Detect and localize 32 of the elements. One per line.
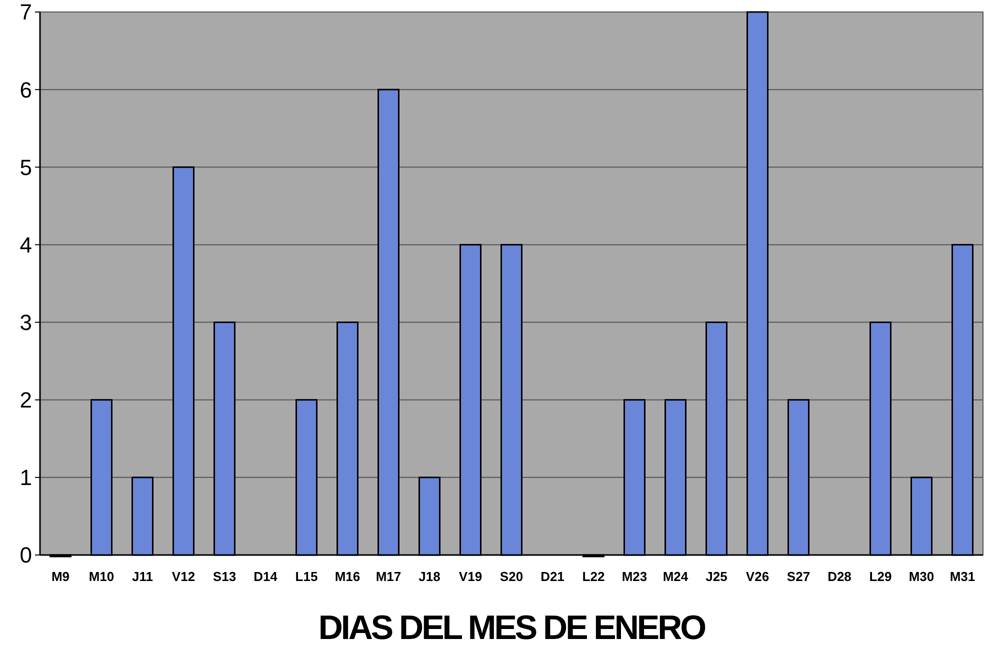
y-tick-label: 4 [20, 232, 32, 258]
x-tick-label: S27 [786, 569, 810, 584]
y-tick-label: 7 [20, 0, 32, 25]
y-tick-label: 6 [20, 77, 32, 102]
x-tick-label: D28 [828, 569, 852, 584]
x-tick-label: M31 [950, 569, 976, 584]
x-tick-label: J11 [132, 569, 153, 584]
x-tick-label: J25 [706, 569, 728, 584]
y-tick-label: 1 [20, 465, 32, 490]
x-tick-label: M23 [622, 569, 648, 584]
x-tick-label: S20 [500, 569, 524, 584]
x-tick-label: D21 [540, 569, 564, 584]
x-tick-label: M9 [51, 569, 70, 584]
x-tick-label: L29 [869, 569, 892, 584]
x-tick-label: M10 [88, 569, 114, 584]
y-tick-label: 5 [20, 154, 32, 180]
x-tick-label: V12 [172, 569, 196, 584]
x-tick-label: M24 [662, 569, 689, 584]
x-tick-label: V26 [746, 569, 770, 584]
y-tick-label: 3 [20, 310, 32, 335]
x-axis-title: DIAS DEL MES DE ENERO [318, 609, 706, 647]
x-tick-label: M17 [376, 569, 402, 584]
y-tick-label: 2 [20, 388, 32, 413]
x-tick-label: L22 [582, 569, 605, 584]
x-tick-label: J18 [418, 569, 440, 584]
y-tick-label: 0 [20, 542, 32, 568]
x-tick-label: M30 [908, 569, 934, 584]
x-tick-label: D14 [254, 569, 278, 584]
x-tick-label: M16 [334, 569, 360, 584]
x-tick-label: V19 [458, 569, 482, 584]
x-tick-label: L15 [295, 569, 318, 584]
x-tick-label: S13 [212, 569, 236, 584]
